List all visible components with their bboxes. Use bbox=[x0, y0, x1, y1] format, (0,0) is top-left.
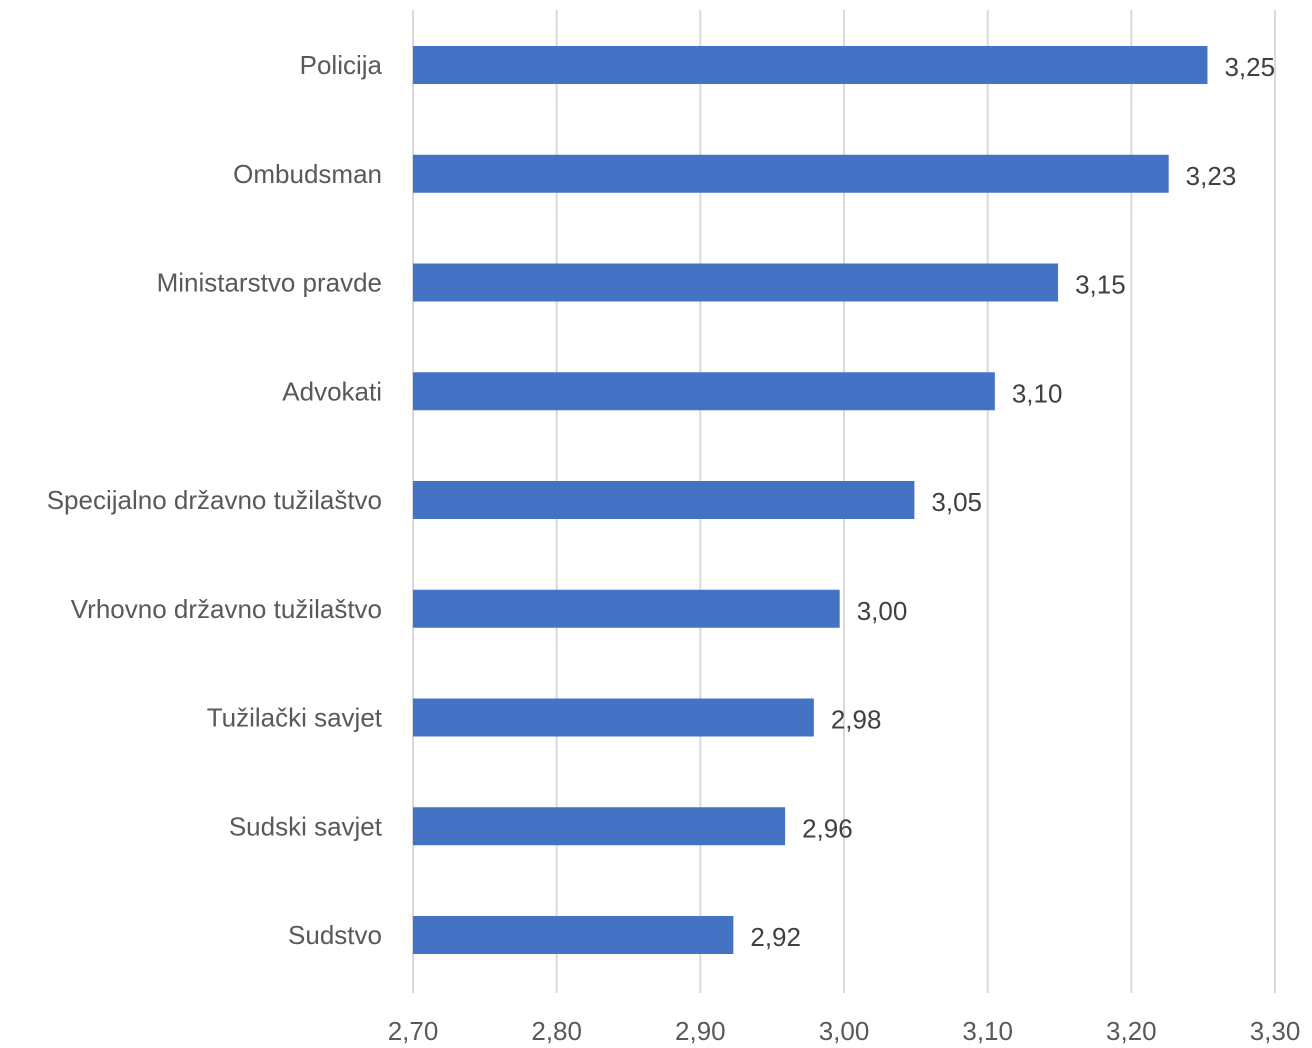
x-tick-label: 3,00 bbox=[819, 1016, 870, 1046]
data-label: 2,92 bbox=[750, 922, 801, 952]
category-label: Ombudsman bbox=[233, 159, 382, 189]
category-label: Advokati bbox=[282, 376, 382, 406]
data-label: 3,15 bbox=[1075, 270, 1126, 300]
bar bbox=[413, 589, 840, 628]
data-label: 3,25 bbox=[1224, 52, 1275, 82]
category-label: Specijalno državno tužilaštvo bbox=[47, 485, 382, 515]
x-tick-label: 2,80 bbox=[531, 1016, 582, 1046]
bar bbox=[413, 698, 814, 737]
category-label: Sudstvo bbox=[288, 920, 382, 950]
bar bbox=[413, 154, 1169, 193]
x-tick-label: 2,90 bbox=[675, 1016, 726, 1046]
bar bbox=[413, 807, 786, 846]
x-tick-label: 3,20 bbox=[1106, 1016, 1157, 1046]
category-label: Ministarstvo pravde bbox=[157, 268, 382, 298]
bar bbox=[413, 481, 915, 519]
category-label: Sudski savjet bbox=[229, 811, 383, 841]
category-labels: Policija Ombudsman Ministarstvo pravde Advo… bbox=[47, 50, 383, 950]
data-label: 3,05 bbox=[931, 487, 982, 517]
data-label: 3,00 bbox=[857, 596, 908, 626]
data-label: 3,23 bbox=[1186, 161, 1237, 191]
data-label: 2,98 bbox=[831, 705, 882, 735]
bar bbox=[413, 263, 1059, 302]
category-label: Vrhovno državno tužilaštvo bbox=[71, 594, 382, 624]
data-label: 2,96 bbox=[802, 813, 853, 843]
x-axis-tick-labels: 2,70 2,80 2,90 3,00 3,10 3,20 3,30 bbox=[388, 1016, 1301, 1046]
bar bbox=[413, 46, 1208, 84]
bars bbox=[413, 46, 1208, 954]
x-tick-label: 3,30 bbox=[1250, 1016, 1301, 1046]
x-tick-label: 3,10 bbox=[962, 1016, 1013, 1046]
x-tick-label: 2,70 bbox=[388, 1016, 439, 1046]
data-label: 3,10 bbox=[1012, 378, 1063, 408]
value-labels: 3,25 3,23 3,15 3,10 3,05 3,00 2,98 2,96 2,92 bbox=[750, 52, 1275, 952]
bar bbox=[413, 372, 995, 411]
bar bbox=[413, 916, 734, 954]
category-label: Policija bbox=[300, 50, 383, 80]
category-label: Tužilački savjet bbox=[207, 703, 383, 733]
